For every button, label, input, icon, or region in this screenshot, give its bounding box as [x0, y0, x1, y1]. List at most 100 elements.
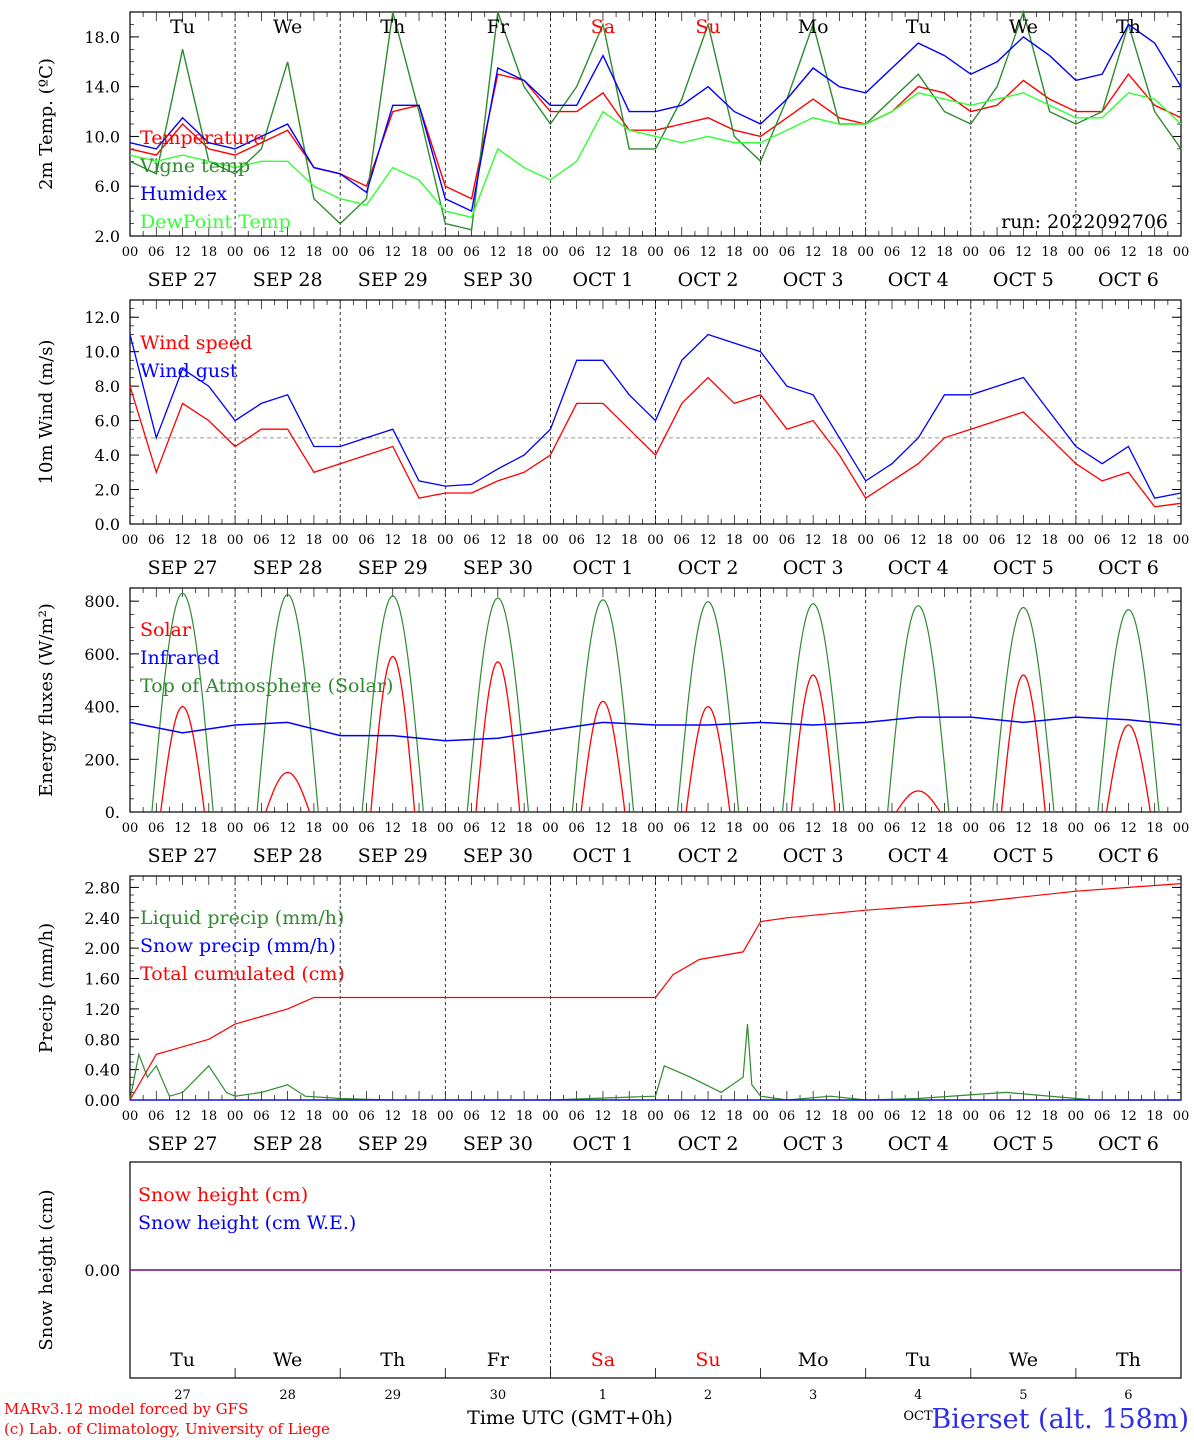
y-tick-label: 12.0 [84, 308, 120, 327]
y-tick-label: 600. [84, 645, 120, 664]
date-label: SEP 29 [358, 269, 428, 291]
hour-label: 18 [516, 1109, 533, 1124]
hour-label: 00 [963, 1109, 980, 1124]
hour-label: 00 [857, 533, 874, 548]
hour-label: 18 [726, 533, 743, 548]
hour-label: 00 [963, 245, 980, 260]
date-label: OCT 2 [678, 1133, 739, 1155]
hour-label: 18 [201, 245, 218, 260]
hour-label: 12 [490, 821, 507, 836]
hour-label: 00 [752, 1109, 769, 1124]
hour-label: 12 [1015, 533, 1032, 548]
y-tick-label: 0.0 [95, 515, 120, 534]
weekday-label: Th [380, 16, 405, 38]
date-label: SEP 27 [148, 845, 218, 867]
hour-label: 18 [831, 1109, 848, 1124]
hour-label: 18 [1146, 533, 1163, 548]
y-axis-title: Energy fluxes (W/m²) [36, 603, 57, 797]
hour-label: 06 [463, 245, 480, 260]
month-label: OCT [903, 1409, 933, 1424]
date-label: OCT 2 [678, 557, 739, 579]
x-axis-labels-4: 00 06 12 18 00 06 12 18 00 06 12 18 00 06 12 18 00 06 12 18… [122, 1109, 1190, 1155]
hour-label: 18 [621, 821, 638, 836]
hour-label: 06 [148, 533, 165, 548]
y-axis-title: 10m Wind (m/s) [36, 340, 57, 485]
hour-label: 06 [253, 1109, 270, 1124]
hour-label: 00 [1173, 245, 1190, 260]
hour-label: 12 [174, 533, 191, 548]
hour-label: 00 [647, 1109, 664, 1124]
hour-label: 00 [122, 1109, 139, 1124]
panel-1: 2.0 6.0 10.0 14.0 18.0 2m Temp. (ºC) Tu We Th Fr S… [36, 9, 1182, 246]
panel-5: 0.00 Snow height (cm) Snow height (cm) Snow… [36, 1161, 1182, 1403]
hour-label: 12 [805, 533, 822, 548]
y-tick-label: 800. [84, 592, 120, 611]
y-tick-label: 1.20 [84, 1000, 120, 1019]
hour-label: 18 [516, 533, 533, 548]
hour-label: 12 [279, 533, 296, 548]
hour-label: 18 [1146, 245, 1163, 260]
hour-label: 12 [595, 1109, 612, 1124]
y-tick-label: 200. [84, 750, 120, 769]
day-number: 3 [809, 1388, 817, 1403]
hour-label: 12 [805, 1109, 822, 1124]
hour-label: 12 [1120, 1109, 1137, 1124]
date-label: SEP 28 [253, 557, 323, 579]
date-label: OCT 1 [572, 557, 633, 579]
hour-label: 00 [227, 245, 244, 260]
panel-3: 0. 200. 400. 600. 800. Energy fluxes (W/m²) So… [36, 587, 1182, 822]
hour-label: 12 [910, 533, 927, 548]
hour-label: 12 [700, 821, 717, 836]
footer: MARv3.12 model forced by GFS (c) Lab. of … [4, 1400, 1189, 1438]
date-label: OCT 3 [783, 1133, 844, 1155]
date-label: OCT 1 [572, 269, 633, 291]
panel-frame [129, 587, 1182, 813]
date-label: OCT 5 [993, 845, 1054, 867]
y-axis-title: Snow height (cm) [36, 1189, 57, 1350]
hour-label: 12 [910, 245, 927, 260]
weekday-label: Mo [798, 16, 829, 38]
hour-label: 18 [831, 245, 848, 260]
hour-label: 12 [910, 1109, 927, 1124]
legend-entry: Temperature [140, 127, 264, 149]
hour-label: 00 [437, 533, 454, 548]
y-tick-label: 10.0 [84, 127, 120, 146]
date-label: OCT 6 [1098, 269, 1159, 291]
hour-label: 06 [568, 245, 585, 260]
hour-label: 06 [884, 1109, 901, 1124]
hour-label: 00 [542, 533, 559, 548]
hour-label: 12 [910, 821, 927, 836]
hour-label: 18 [411, 821, 428, 836]
hour-label: 00 [332, 245, 349, 260]
hour-label: 00 [963, 821, 980, 836]
legend-entry: Humidex [140, 183, 227, 205]
y-axis-title: 2m Temp. (ºC) [36, 58, 57, 190]
hour-label: 00 [857, 1109, 874, 1124]
y-tick-label: 10.0 [84, 343, 120, 362]
hour-label: 06 [253, 533, 270, 548]
hour-label: 06 [148, 1109, 165, 1124]
credit-line-2: (c) Lab. of Climatology, University of L… [4, 1420, 330, 1438]
y-tick-label: 18.0 [84, 28, 120, 47]
hour-label: 12 [1015, 1109, 1032, 1124]
series-line-2 [129, 883, 1182, 1101]
hour-label: 12 [700, 1109, 717, 1124]
hour-label: 00 [542, 821, 559, 836]
hour-label: 12 [595, 245, 612, 260]
legend-entry: Infrared [140, 647, 220, 669]
hour-label: 12 [384, 1109, 401, 1124]
date-label: OCT 5 [993, 557, 1054, 579]
hour-label: 06 [253, 821, 270, 836]
legend-entry: Top of Atmosphere (Solar) [140, 675, 393, 697]
hour-label: 06 [568, 1109, 585, 1124]
legend-entry: Snow height (cm) [138, 1184, 308, 1206]
legend-entry: DewPoint Temp [140, 211, 291, 233]
hour-label: 18 [621, 533, 638, 548]
hour-label: 00 [963, 533, 980, 548]
weekday-label: Sa [591, 16, 615, 38]
series-line-0 [129, 376, 1182, 508]
hour-label: 12 [174, 821, 191, 836]
hour-label: 12 [490, 245, 507, 260]
hour-label: 18 [936, 821, 953, 836]
hour-label: 06 [674, 533, 691, 548]
